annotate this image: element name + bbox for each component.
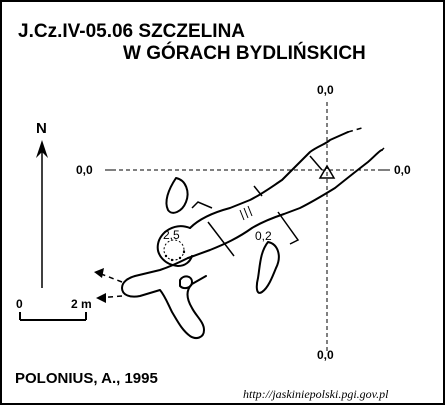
cross-section-a: [191, 201, 213, 209]
chamber-outline: [156, 225, 193, 267]
narrowing-hatch: [239, 205, 253, 221]
scale-end-label: 2 m: [71, 297, 92, 311]
isolated-chamber-bottom: [255, 241, 280, 294]
grid-label-right: 0,0: [394, 163, 411, 177]
cross-section-c: [253, 185, 263, 197]
arrow-left-lower-icon: [96, 293, 106, 303]
passage-wall-lower: [187, 149, 383, 259]
reference-grid: [105, 102, 390, 352]
arrow-left-upper-icon: [94, 268, 104, 278]
cross-section-e: [309, 155, 323, 171]
rubble-dots: [164, 250, 186, 262]
source-url: http://jaskiniepolski.pgi.gov.pl: [243, 387, 389, 401]
north-label: N: [36, 120, 47, 137]
cross-section-d: [277, 211, 300, 245]
cave-passage: [121, 131, 383, 339]
passage-continuation: [95, 127, 385, 299]
isolated-chamber-top: [165, 177, 189, 214]
cross-section-markers: [191, 155, 323, 257]
lower-left-branch: [121, 257, 207, 339]
cross-section-b: [207, 221, 235, 257]
grid-label-bottom: 0,0: [317, 348, 334, 362]
map-title-line-2: W GÓRACH BYDLIŃSKICH: [123, 43, 366, 64]
grid-label-left: 0,0: [76, 163, 93, 177]
passage-wall-upper: [189, 131, 349, 229]
author-credit: POLONIUS, A., 1995: [15, 370, 158, 387]
chamber-pit: [163, 239, 185, 261]
scale-bar: [19, 312, 87, 321]
north-arrow-icon: [36, 140, 48, 288]
scale-start-label: 0: [16, 297, 23, 311]
survey-station-triangle-icon: [318, 164, 336, 179]
map-title-line-1: J.Cz.IV-05.06 SZCZELINA: [18, 21, 246, 42]
depth-label-passage: 0,2: [255, 229, 272, 243]
inner-pillar: [179, 275, 193, 290]
grid-label-top: 0,0: [317, 83, 334, 97]
depth-label-chamber: 2,5: [163, 228, 180, 242]
